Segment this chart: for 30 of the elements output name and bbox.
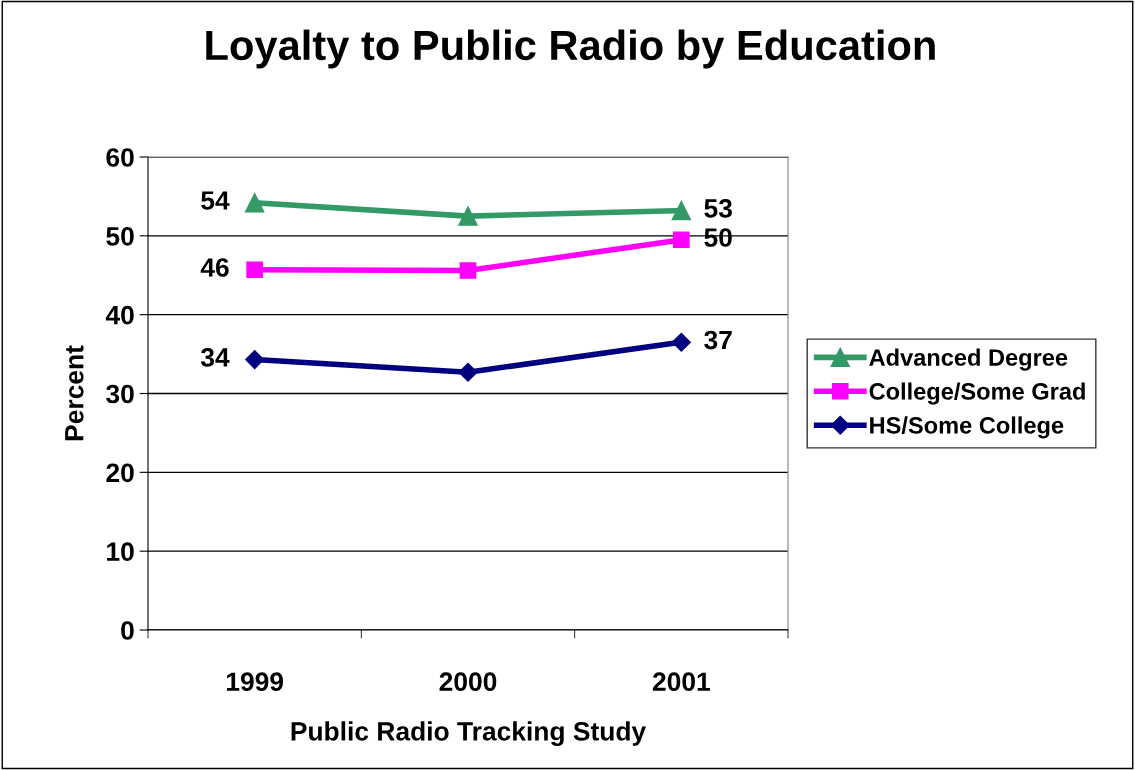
y-tick-label: 20 [106,463,134,483]
data-label: 46 [200,258,229,277]
y-tick-label: 0 [121,621,134,640]
y-tick-label: 60 [106,148,134,167]
point [458,206,478,226]
point [671,200,692,221]
point [458,362,478,382]
y-tick-label: 30 [106,384,134,404]
y-tick-label: 40 [105,305,134,325]
y-tick-label: 50 [106,226,134,246]
point [672,231,690,249]
data-label: 54 [201,191,230,210]
y-axis-title: Percent [65,345,84,441]
x-tick-label: 2000 [439,672,497,692]
data-label: 53 [704,199,732,218]
point [244,193,265,213]
legend-label: College/Some Grad [869,382,1085,405]
point [246,261,264,279]
point [459,262,477,279]
y-tick-label: 10 [107,542,134,561]
point [671,332,691,352]
data-label: 34 [200,348,230,367]
x-tick-label: 1999 [226,672,284,692]
legend-label: HS/Some College [870,416,1064,439]
chart-title: Loyalty to Public Radio by Education [206,29,935,69]
data-label: 37 [704,330,732,350]
point [245,350,265,370]
x-axis-title: Public Radio Tracking Study [291,721,647,746]
legend-label: Advanced Degree [869,348,1068,371]
x-tick-label: 2001 [652,672,710,692]
